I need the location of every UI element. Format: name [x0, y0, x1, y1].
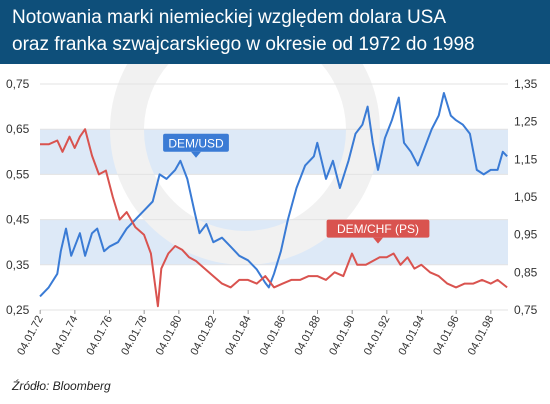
x-tick-label: 04.01.88: [292, 314, 323, 357]
y-right-tick-label: 1,25: [514, 115, 538, 129]
title-banner: Notowania marki niemieckiej względem dol…: [0, 0, 550, 64]
y-left-tick-label: 0,75: [6, 77, 30, 91]
x-tick-label: 04.01.78: [119, 314, 150, 357]
series-label: DEM/CHF (PS): [337, 222, 419, 236]
chart-title-line-1: Notowania marki niemieckiej względem dol…: [12, 7, 447, 28]
y-right-tick-label: 1,05: [514, 190, 538, 204]
series-label-box: [326, 219, 430, 238]
y-right-tick-label: 0,75: [514, 303, 538, 317]
series-label-box: [163, 133, 229, 152]
x-tick-label: 04.01.90: [327, 314, 358, 357]
chart-title-line-2: oraz franka szwajcarskiego w okresie od …: [12, 34, 475, 55]
x-tick-label: 04.01.80: [154, 314, 185, 357]
x-tick-label: 04.01.72: [15, 314, 46, 357]
y-left-tick-label: 0,25: [6, 303, 30, 317]
y-left-tick-label: 0,55: [6, 167, 30, 181]
y-left-tick-label: 0,45: [6, 213, 30, 227]
line-chart: 0,25 0,35 0,45 0,55 0,65 0,75 0,75 0,85 0,95 1,05…: [6, 64, 538, 357]
series-label-pointer: [373, 237, 383, 244]
y-right-tick-label: 1,15: [514, 152, 538, 166]
x-tick-label: 04.01.84: [223, 314, 254, 357]
x-tick-label: 04.01.94: [396, 314, 427, 357]
x-tick-label: 04.01.98: [466, 314, 497, 357]
series-line-0: [39, 92, 508, 298]
y-left-tick-label: 0,65: [6, 122, 30, 136]
y-left-tick-label: 0,35: [6, 258, 30, 272]
x-tick-label: 04.01.74: [50, 314, 81, 357]
x-tick-label: 04.01.92: [362, 314, 393, 357]
y-right-tick-label: 0,85: [514, 265, 538, 279]
series-label-pointer: [191, 151, 201, 158]
y-right-tick-label: 1,35: [514, 77, 538, 91]
y-right-tick-label: 0,95: [514, 228, 538, 242]
series-label: DEM/USD: [168, 136, 224, 150]
watermark-ring: [110, 64, 380, 265]
x-tick-label: 04.01.76: [84, 314, 115, 357]
series-line-1: [40, 128, 508, 308]
x-tick-label: 04.01.96: [431, 314, 462, 357]
x-tick-label: 04.01.86: [258, 314, 289, 357]
x-tick-label: 04.01.82: [188, 314, 219, 357]
source-note: Źródło: Bloomberg: [12, 379, 111, 393]
